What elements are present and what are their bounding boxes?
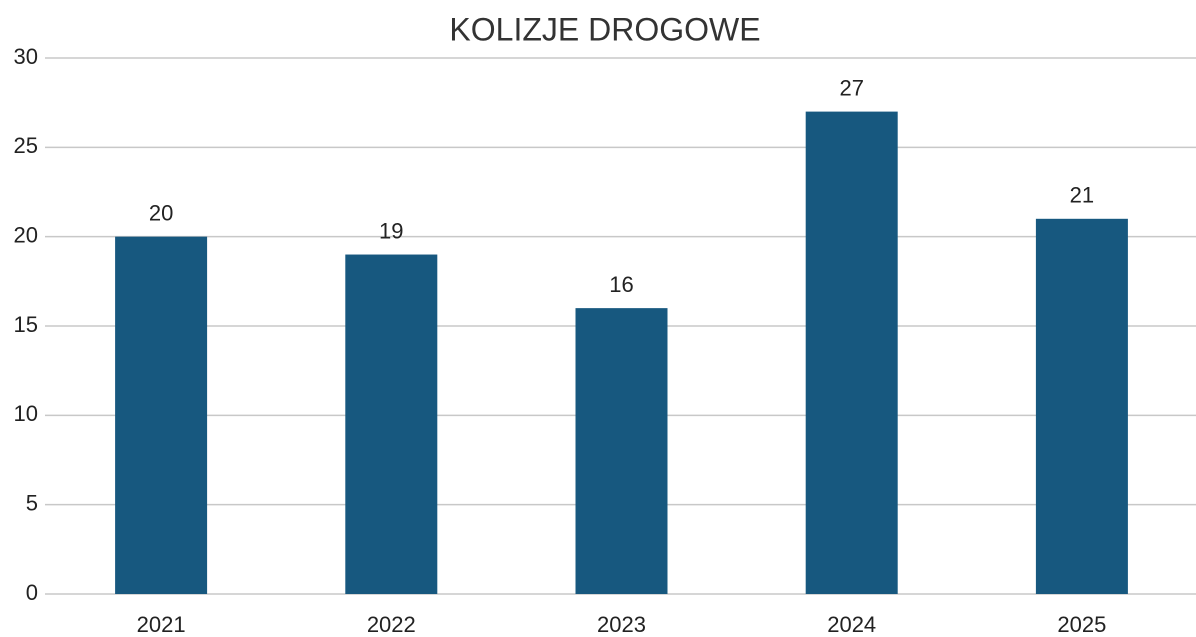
data-label: 27 [839,75,863,100]
y-tick-label: 30 [14,44,38,69]
y-tick-label: 10 [14,401,38,426]
data-label: 21 [1070,183,1094,208]
x-tick-label: 2021 [137,612,186,637]
x-tick-label: 2023 [597,612,646,637]
bar [345,254,438,595]
x-tick-label: 2025 [1057,612,1106,637]
y-tick-label: 25 [14,133,38,158]
bar [115,236,208,594]
chart-title: KOLIZJE DROGOWE [449,11,760,47]
data-label: 19 [379,218,403,243]
bar [575,308,668,594]
x-tick-label: 2022 [367,612,416,637]
y-tick-label: 20 [14,222,38,247]
data-label: 16 [609,272,633,297]
bar [1035,218,1128,595]
y-tick-label: 15 [14,312,38,337]
x-tick-label: 2024 [827,612,876,637]
y-tick-label: 5 [26,490,38,515]
bar [805,111,898,594]
data-label: 20 [149,200,173,225]
y-tick-label: 0 [26,580,38,605]
